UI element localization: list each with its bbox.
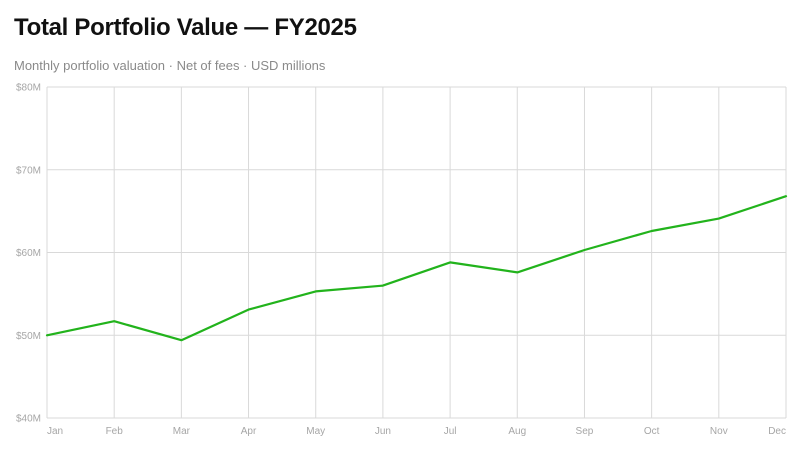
x-tick-label: Apr xyxy=(241,426,257,437)
y-tick-label: $40M xyxy=(16,414,41,425)
series-layer xyxy=(45,195,788,342)
x-tick-label: Oct xyxy=(644,426,660,437)
x-tick-label: Jan xyxy=(47,426,63,437)
x-tick-label: Mar xyxy=(173,426,191,437)
x-tick-label: Jul xyxy=(444,426,457,437)
x-tick-label: Feb xyxy=(106,426,124,437)
chart-title: Total Portfolio Value — FY2025 xyxy=(14,14,357,41)
x-tick-label: Aug xyxy=(508,426,526,437)
x-tick-label: Sep xyxy=(576,426,594,437)
gridlines xyxy=(46,86,787,419)
y-tick-label: $60M xyxy=(16,248,41,259)
x-tick-label: Dec xyxy=(768,426,786,437)
y-tick-label: $50M xyxy=(16,331,41,342)
x-tick-label: Nov xyxy=(710,426,728,437)
y-tick-label: $80M xyxy=(16,83,41,94)
series-line xyxy=(45,195,788,342)
chart-subtitle: Monthly portfolio valuation · Net of fee… xyxy=(14,58,326,73)
x-tick-label: Jun xyxy=(375,426,391,437)
axis-labels: $40M $50M $60M $70M $80M Jan Feb Mar Apr May Jun Ju… xyxy=(16,83,786,438)
x-tick-label: May xyxy=(306,426,325,437)
y-tick-label: $70M xyxy=(16,165,41,176)
